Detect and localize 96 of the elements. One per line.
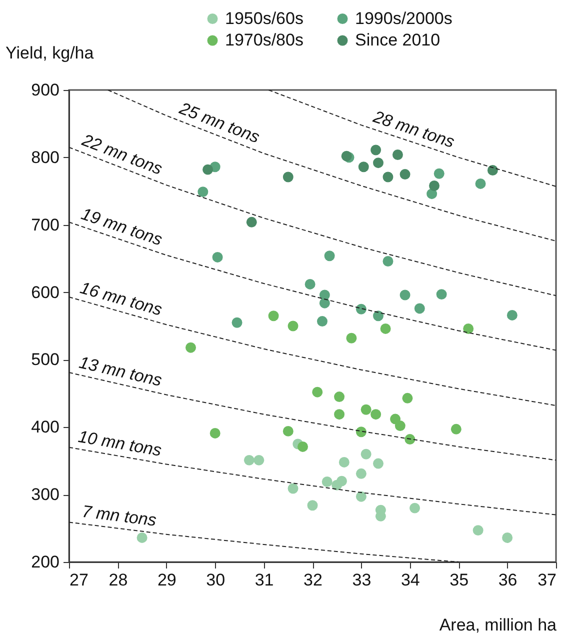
x-tick-label: 35: [450, 570, 469, 590]
point: [475, 178, 486, 189]
point: [434, 168, 444, 179]
line-series: [268, 90, 556, 187]
point: [198, 186, 208, 198]
point: [232, 317, 242, 328]
point: [450, 424, 462, 434]
legend-label: 1950s/60s: [225, 8, 304, 28]
x-tick-label: 36: [498, 570, 518, 590]
point: [319, 298, 330, 308]
point: [341, 150, 352, 162]
point: [400, 290, 410, 300]
point: [356, 491, 366, 502]
point: [136, 532, 148, 543]
point: [334, 409, 345, 420]
point: [356, 304, 366, 314]
point: [382, 256, 394, 266]
y-tick-label: 500: [31, 350, 60, 370]
text: 13 mn tons: [77, 352, 164, 390]
text: 25 mn tons: [176, 98, 263, 148]
legend-label: 1990s/2000s: [355, 8, 452, 28]
x-tick-label: 30: [206, 570, 226, 590]
point: [360, 448, 372, 460]
point: [373, 158, 384, 168]
y-tick-label: 300: [31, 485, 60, 504]
point: [356, 468, 366, 479]
point: [463, 323, 474, 334]
point: [316, 316, 328, 327]
point: [394, 420, 406, 432]
y-tick-label: 800: [31, 148, 60, 167]
point: [429, 180, 440, 191]
x-axis-title: Area, million ha: [439, 616, 558, 634]
x-tick-label: 31: [254, 570, 274, 590]
point: [402, 392, 413, 404]
legend-label: Since 2010: [355, 30, 440, 50]
y-tick-label: 200: [31, 552, 60, 572]
point: [186, 342, 196, 353]
x-tick-label: 32: [304, 570, 322, 590]
point: [358, 162, 369, 172]
y-tick-label: 700: [31, 215, 60, 234]
x-tick-label: 37: [538, 570, 556, 590]
point: [336, 476, 347, 486]
point: [506, 310, 518, 320]
point: [404, 434, 416, 445]
x-tick-label: 34: [400, 570, 420, 590]
x-tick-label: 33: [352, 570, 372, 590]
text: 10 mn tons: [76, 426, 164, 460]
point: [254, 454, 264, 466]
point: [334, 392, 345, 402]
point: [268, 310, 279, 322]
point: [502, 532, 513, 543]
point: [356, 426, 366, 438]
text: 28 mn tons: [370, 106, 458, 152]
point: [282, 172, 294, 182]
point: [304, 278, 316, 290]
point: [246, 216, 257, 228]
point: [288, 320, 298, 332]
point: [373, 458, 384, 469]
y-tick-label: 400: [31, 418, 60, 437]
point: [298, 441, 308, 452]
point: [212, 252, 223, 262]
text: 22 mn tons: [78, 130, 166, 179]
point: [307, 500, 318, 511]
point: [210, 428, 220, 438]
point: [392, 150, 403, 160]
point: [436, 289, 447, 300]
point: [338, 456, 350, 468]
point: [370, 144, 382, 156]
point: [360, 404, 372, 415]
point: [400, 169, 410, 180]
text: 16 mn tons: [78, 278, 165, 320]
point: [487, 165, 498, 176]
text: 19 mn tons: [78, 204, 166, 250]
legend-label: 1970s/80s: [225, 30, 304, 50]
point: [414, 303, 425, 314]
text: 7 mn tons: [81, 502, 158, 530]
point: [282, 426, 294, 436]
y-axis-title: Yield, kg/ha: [6, 44, 94, 62]
point: [322, 476, 332, 487]
point: [288, 483, 298, 494]
y-tick-label: 900: [31, 80, 60, 100]
x-tick-label: 28: [108, 570, 128, 590]
point: [324, 250, 335, 262]
point: [373, 310, 384, 322]
point: [382, 172, 394, 182]
point: [312, 386, 323, 398]
point: [202, 164, 214, 175]
y-tick-label: 600: [31, 282, 60, 302]
point: [244, 454, 254, 466]
point: [380, 323, 391, 334]
x-tick-label: 29: [157, 570, 176, 590]
x-tick-label: 27: [70, 570, 88, 590]
point: [472, 525, 484, 536]
point: [410, 502, 420, 514]
point: [346, 332, 357, 344]
point: [370, 409, 382, 420]
